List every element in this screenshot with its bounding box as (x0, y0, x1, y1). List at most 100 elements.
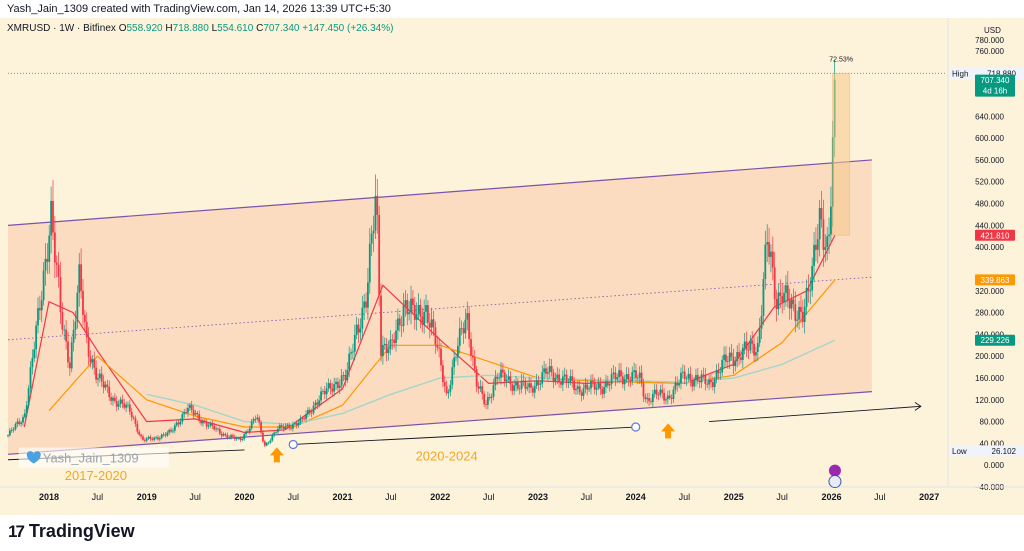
tradingview-logo[interactable]: 17 TradingView (8, 521, 135, 542)
candles (7, 59, 836, 448)
candle-body (83, 314, 86, 322)
candle-body (305, 414, 307, 420)
candle-body (723, 354, 725, 360)
candle-body (239, 437, 242, 441)
candle-body (631, 372, 634, 382)
candle-body (824, 247, 827, 250)
candle-body (48, 235, 51, 262)
candle-body (700, 374, 703, 383)
candle-body (518, 388, 521, 390)
candle-body (123, 403, 126, 408)
price-label-teal-bg (975, 334, 1015, 346)
price-label-red-value: 421.810 (981, 231, 1010, 240)
candle-body (711, 382, 714, 387)
candle-body (46, 258, 49, 262)
candle-body (228, 437, 231, 439)
candle-body (348, 353, 351, 370)
candle-body (618, 370, 620, 378)
footer (0, 515, 1024, 551)
candle-body (490, 396, 493, 398)
time-tick-label: Jul (874, 492, 886, 502)
candle-body (520, 380, 523, 389)
candle-body (599, 383, 602, 389)
price-chart[interactable]: 72.53% Yash_Jain_13092017-20202020-2024 … (0, 0, 1024, 515)
candle-body (241, 438, 244, 441)
candle-body (271, 435, 274, 441)
candle-body (203, 420, 206, 423)
time-tick-label: Jul (189, 492, 201, 502)
candle-body (786, 285, 789, 301)
candle-body (440, 348, 442, 366)
price-label-last-value: 707.340 (981, 76, 1010, 85)
candle-body (719, 372, 722, 374)
candle-body (218, 428, 221, 434)
candle-body (63, 329, 66, 331)
candle-body (633, 370, 635, 373)
candle-body (509, 376, 512, 385)
candle-body (822, 219, 825, 250)
candle-body (98, 373, 101, 379)
candle-body (52, 200, 54, 233)
candle-body (72, 329, 75, 343)
candle-body (663, 392, 665, 401)
candle-body (168, 429, 171, 433)
candle-body (783, 292, 785, 303)
heart-icon (26, 451, 41, 464)
candle-body (224, 433, 227, 435)
candle-body (563, 374, 566, 377)
candle-body (445, 386, 448, 394)
candle-body (569, 376, 572, 382)
candle-body (97, 378, 99, 380)
candle-body (278, 425, 281, 429)
candle-body (455, 357, 457, 359)
candle-body (149, 436, 152, 439)
candle-body (678, 383, 680, 386)
candle-body (292, 424, 294, 429)
channel-mid-line (7, 276, 872, 341)
candle-body (181, 414, 184, 422)
candle-body (342, 375, 345, 376)
candle-body (217, 428, 219, 430)
support-line-arrowhead (914, 401, 922, 411)
candle-body (813, 244, 815, 266)
chart-credit: Yash_Jain_1309 created with TradingView.… (7, 3, 391, 15)
candle-body (751, 340, 754, 344)
price-tick-label: 480.000 (975, 200, 1004, 209)
high-value: 718.880 (172, 23, 209, 34)
candle-body (61, 312, 64, 330)
candle-body (526, 387, 529, 389)
candle-body (638, 372, 641, 378)
candle-body (515, 382, 517, 386)
candle-body (725, 354, 727, 362)
time-tick-label: Jul (92, 492, 104, 502)
candle-body (785, 285, 787, 293)
candle-body (766, 242, 769, 245)
candle-body (380, 295, 382, 356)
candle-body (792, 299, 795, 305)
candle-body (198, 414, 201, 421)
candle-body (680, 372, 682, 384)
price-tick-label: 280.000 (975, 309, 1004, 318)
candle-body (53, 232, 56, 263)
candle-body (12, 429, 15, 431)
support-line-end-handle (631, 422, 641, 432)
price-tick-label: 160.000 (975, 374, 1004, 383)
candle-body (803, 306, 806, 323)
time-tick-label: 2027 (919, 492, 939, 502)
price-tick-label: 0.000 (984, 461, 1005, 470)
candle-body (595, 387, 598, 390)
candle-body (372, 230, 375, 234)
candle-body (82, 290, 84, 315)
candle-body (730, 352, 733, 357)
low-value: 554.610 (217, 23, 254, 34)
candle-body (419, 304, 422, 317)
candle-body (696, 375, 699, 381)
candle-body (335, 381, 337, 385)
candle-body (312, 405, 315, 413)
support-line-2 (293, 426, 636, 445)
candle-body (689, 373, 692, 381)
candle-body (781, 295, 784, 303)
candle-body (376, 195, 379, 216)
buy-arrow-icon (269, 447, 284, 463)
candle-body (333, 384, 336, 392)
